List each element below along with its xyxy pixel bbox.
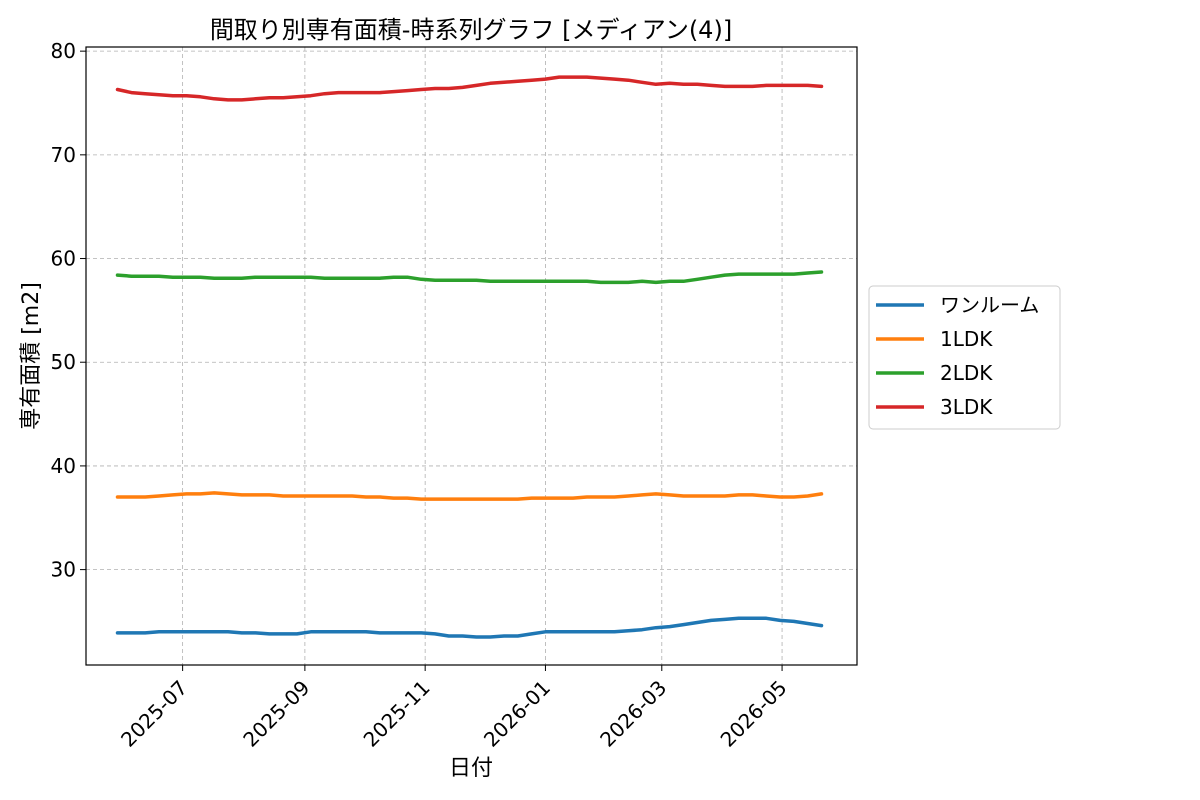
y-tick-label: 30 <box>51 558 76 582</box>
legend-label: 1LDK <box>940 327 993 351</box>
x-axis-title: 日付 <box>449 756 493 781</box>
y-tick-label: 80 <box>51 39 76 63</box>
series-lines <box>115 75 824 639</box>
y-axis: 30 40 50 60 70 80 <box>51 39 86 582</box>
y-tick-label: 50 <box>51 350 76 374</box>
plot-frame <box>85 46 858 666</box>
legend: ワンルーム 1LDK 2LDK 3LDK <box>868 285 1061 430</box>
y-tick-label: 60 <box>51 247 76 271</box>
y-tick-label: 70 <box>51 143 76 167</box>
legend-label: 3LDK <box>940 395 993 419</box>
y-tick-label: 40 <box>51 454 76 478</box>
y-axis-title: 専有面積 [m2] <box>19 282 44 430</box>
legend-box <box>868 285 1061 430</box>
legend-label: 2LDK <box>940 361 993 385</box>
series-line-2 <box>115 491 824 501</box>
grid <box>86 47 857 665</box>
series-line-3 <box>115 270 824 285</box>
legend-label: ワンルーム <box>940 293 1039 317</box>
chart-title: 間取り別専有面積-時系列グラフ [メディアン(4)] <box>210 16 732 44</box>
series-line-1 <box>115 616 824 639</box>
series-line-4 <box>115 75 824 102</box>
